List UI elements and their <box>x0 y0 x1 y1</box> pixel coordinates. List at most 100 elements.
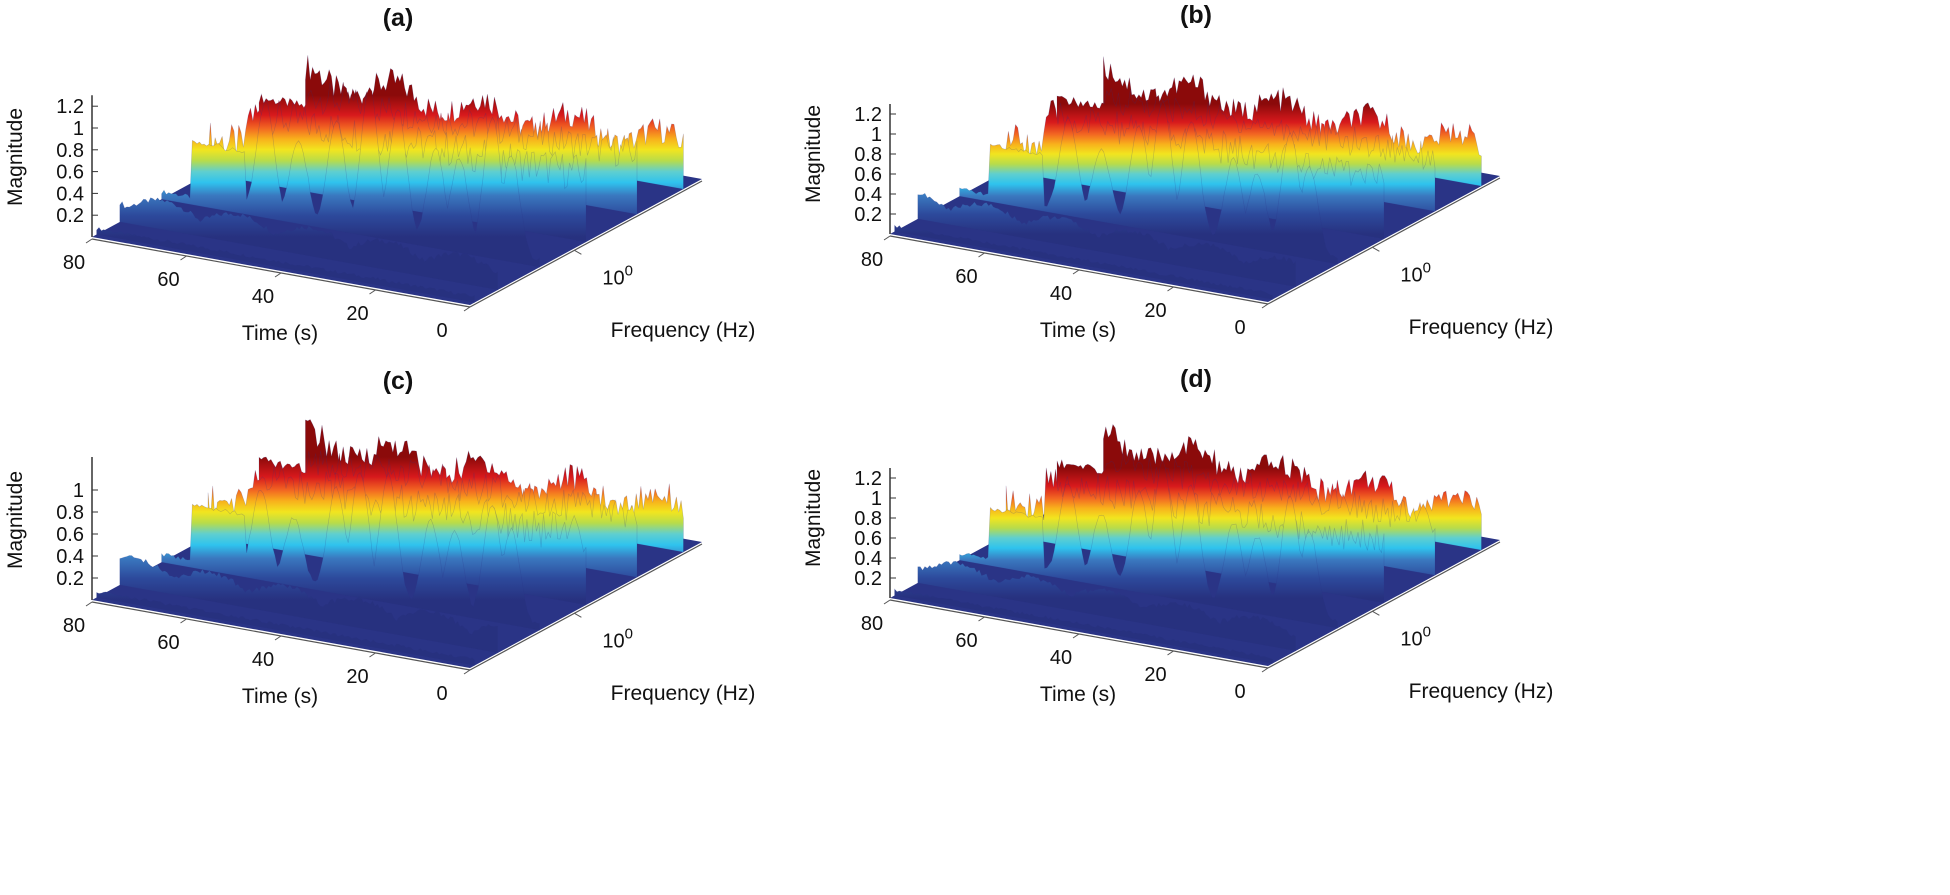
frequency-axis-label: Frequency (Hz) <box>1409 680 1554 703</box>
panel-c: 0.20.40.60.81 80 60 40 20 0 100 (c) Time (s) Freq… <box>4 367 755 708</box>
z-tick-label: 0.2 <box>854 568 882 590</box>
time-tick-label: 60 <box>955 266 977 288</box>
panel-d: 0.20.40.60.811.2 80 60 40 20 0 100 (d) Time (s) F… <box>802 365 1553 706</box>
frequency-axis-label: Frequency (Hz) <box>611 319 756 342</box>
magnitude-axis-label: Magnitude <box>802 105 825 203</box>
time-tick-label: 0 <box>1234 681 1245 703</box>
time-tick-label: 40 <box>252 286 274 308</box>
frequency-axis <box>469 180 703 308</box>
time-tick <box>274 635 282 641</box>
z-tick-label: 0.4 <box>854 548 882 570</box>
time-tick <box>85 601 93 607</box>
surface-layer <box>917 560 1297 652</box>
time-tick <box>1072 633 1080 639</box>
z-tick-label: 0.4 <box>56 183 84 205</box>
time-tick-label: 0 <box>1234 317 1245 339</box>
time-tick <box>1261 667 1269 673</box>
time-tick <box>369 289 376 295</box>
time-tick-label: 80 <box>63 252 85 274</box>
time-tick-label: 20 <box>346 303 368 325</box>
surface-layer <box>894 588 1273 664</box>
z-tick-label: 0.8 <box>854 144 882 166</box>
time-tick-label: 40 <box>1050 647 1072 669</box>
time-tick <box>1167 286 1174 292</box>
time-axis-label: Time (s) <box>242 685 318 708</box>
z-tick-label: 1.2 <box>854 468 882 490</box>
frequency-tick-label: 100 <box>602 262 633 289</box>
panel-b: 0.20.40.60.811.2 80 60 40 20 0 100 (b) Time (s) F… <box>802 1 1553 342</box>
z-tick-label: 0.6 <box>854 528 882 550</box>
z-tick-label: 0.2 <box>854 204 882 226</box>
z-tick-label: 0.4 <box>56 546 84 568</box>
frequency-tick-label: 100 <box>1400 623 1431 650</box>
frequency-tick <box>574 249 582 255</box>
time-tick <box>1167 650 1174 656</box>
time-axis-label: Time (s) <box>1040 683 1116 706</box>
frequency-tick <box>574 612 582 618</box>
z-tick-label: 0.2 <box>56 568 84 590</box>
z-tick-label: 1.2 <box>854 104 882 126</box>
frequency-axis <box>1267 177 1501 305</box>
surface-layer <box>959 99 1338 265</box>
z-tick-label: 0.4 <box>854 184 882 206</box>
surface-layer <box>161 471 540 631</box>
time-tick-label: 60 <box>157 632 179 654</box>
magnitude-axis-label: Magnitude <box>802 469 825 567</box>
surface-layer <box>96 227 475 303</box>
z-tick-label: 0.6 <box>854 164 882 186</box>
frequency-axis-label: Frequency (Hz) <box>611 682 756 705</box>
z-tick-label: 1.2 <box>56 96 84 118</box>
time-tick <box>85 238 93 244</box>
time-tick <box>180 618 187 624</box>
z-tick-label: 1 <box>73 118 84 140</box>
time-tick <box>463 669 471 675</box>
frequency-tick-label: 100 <box>1400 259 1431 286</box>
surface-layer <box>119 555 499 654</box>
time-tick <box>883 599 891 605</box>
time-tick <box>1261 303 1269 309</box>
surface-layer <box>119 197 499 291</box>
time-tick <box>883 235 891 241</box>
magnitude-axis-label: Magnitude <box>4 471 27 569</box>
surface-layer <box>894 224 1273 300</box>
time-tick-label: 60 <box>157 269 179 291</box>
z-tick-label: 1 <box>73 480 84 502</box>
frequency-axis-label: Frequency (Hz) <box>1409 316 1554 339</box>
frequency-tick <box>1372 610 1380 616</box>
surface-layer <box>917 192 1297 288</box>
frequency-axis <box>469 543 703 671</box>
panel-title: (d) <box>1180 365 1212 393</box>
time-tick <box>463 306 471 312</box>
frequency-tick-label: 100 <box>602 625 633 652</box>
time-tick-label: 80 <box>63 615 85 637</box>
time-tick <box>180 255 187 261</box>
z-tick-label: 0.8 <box>56 502 84 524</box>
z-tick-label: 0.6 <box>56 162 84 184</box>
surface-layer <box>96 591 475 666</box>
surface-layer <box>161 86 540 268</box>
time-tick-label: 40 <box>1050 283 1072 305</box>
frequency-axis <box>1267 541 1501 669</box>
time-tick-label: 80 <box>861 249 883 271</box>
panel-a: 0.20.40.60.811.2 80 60 40 20 0 100 (a) Time (s) F… <box>4 4 755 345</box>
z-tick-label: 0.8 <box>854 508 882 530</box>
z-tick-label: 1 <box>871 488 882 510</box>
time-axis-label: Time (s) <box>242 322 318 345</box>
surface-layer <box>959 459 1338 629</box>
time-tick-label: 80 <box>861 613 883 635</box>
time-tick <box>1072 269 1080 275</box>
magnitude-axis-label: Magnitude <box>4 108 27 206</box>
time-tick <box>978 252 985 258</box>
time-tick-label: 40 <box>252 649 274 671</box>
time-tick-label: 20 <box>346 666 368 688</box>
panel-title: (c) <box>383 367 414 395</box>
time-tick-label: 0 <box>436 320 447 342</box>
time-tick <box>369 652 376 658</box>
z-tick-label: 1 <box>871 124 882 146</box>
panel-title: (b) <box>1180 1 1212 29</box>
z-tick-label: 0.8 <box>56 140 84 162</box>
time-tick-label: 0 <box>436 683 447 705</box>
panel-title: (a) <box>383 4 414 32</box>
z-tick-label: 0.2 <box>56 205 84 227</box>
